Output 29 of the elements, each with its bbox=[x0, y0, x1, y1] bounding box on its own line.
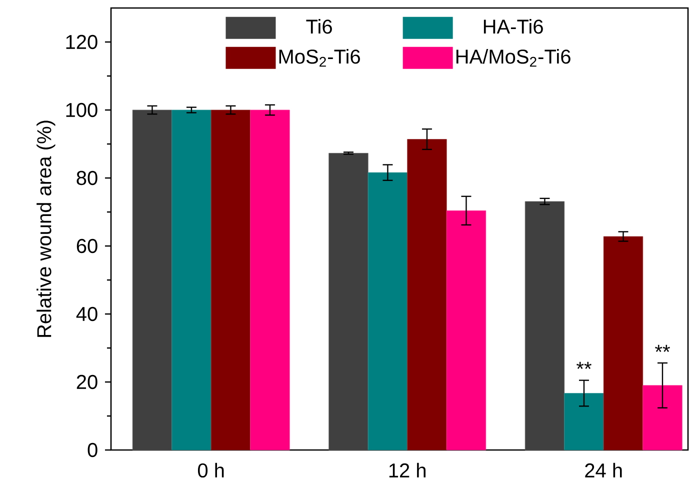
y-tick-label: 100 bbox=[66, 102, 98, 118]
bar bbox=[368, 172, 408, 450]
legend-label: HA-Ti6 bbox=[484, 19, 543, 34]
y-tick-label: 120 bbox=[66, 34, 98, 50]
annotation: ** bbox=[655, 344, 670, 352]
bar bbox=[328, 152, 368, 450]
bar bbox=[446, 210, 486, 450]
x-tick-label: 0 h bbox=[198, 462, 224, 478]
bar bbox=[132, 110, 172, 450]
x-tick-label: 24 h bbox=[585, 462, 622, 478]
legend-label: HA/MoS$_{2}$-Ti6 bbox=[456, 49, 570, 67]
bar bbox=[603, 236, 644, 450]
bar bbox=[172, 110, 212, 450]
y-axis-title: Relative wound area (%) bbox=[36, 120, 56, 337]
y-tick-label: 60 bbox=[76, 238, 98, 254]
y-tick-label: 20 bbox=[76, 374, 98, 390]
y-tick-label: 0 bbox=[88, 442, 98, 458]
y-tick-label: 40 bbox=[76, 306, 98, 322]
bar bbox=[407, 139, 447, 450]
x-tick-label: 12 h bbox=[389, 462, 426, 478]
bar bbox=[564, 393, 604, 450]
bar bbox=[250, 110, 290, 450]
annotation: ** bbox=[576, 362, 592, 369]
legend-label: Ti6 bbox=[306, 19, 332, 34]
bar bbox=[210, 110, 251, 450]
y-tick-label: 80 bbox=[76, 170, 98, 186]
bar bbox=[524, 201, 565, 450]
bar bbox=[642, 385, 682, 450]
legend-label: MoS$_{2}$-Ti6 bbox=[279, 49, 360, 67]
